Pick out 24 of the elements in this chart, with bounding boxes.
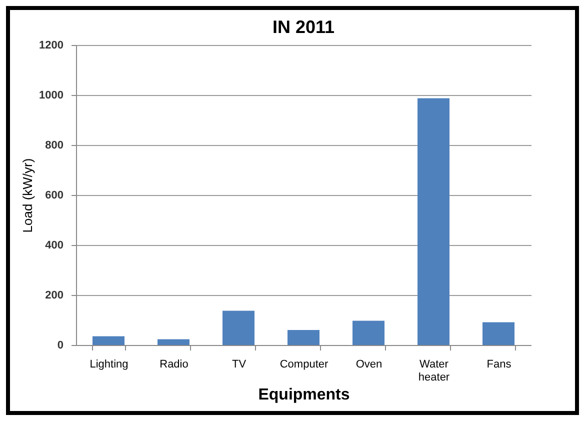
y-axis-title: Load (kW/yr) [20,158,36,233]
bar [418,98,450,345]
bar [158,339,190,345]
x-tick-label: Radio [160,358,188,370]
chart-title: IN 2011 [272,17,335,37]
y-tick-label: 1200 [39,40,64,52]
x-axis-title: Equipments [258,386,350,404]
x-tick-label: Computer [280,358,328,370]
y-tick-label: 200 [45,290,64,302]
x-tick-label: TV [232,358,247,370]
y-tick-label: 800 [45,140,64,152]
y-tick-label: 1000 [39,90,64,102]
bar [482,322,514,345]
bar [92,336,124,345]
y-tick-label: 400 [45,240,64,252]
x-tick-label: Oven [356,358,382,370]
x-tick-label: Water heater [418,358,450,384]
x-tick-label: Fans [486,358,512,370]
bar [222,310,254,345]
bar [352,320,384,345]
bar [288,330,320,345]
y-tick-label: 0 [57,340,64,352]
y-tick-label: 600 [45,190,64,202]
x-tick-label: Lighting [90,358,128,370]
